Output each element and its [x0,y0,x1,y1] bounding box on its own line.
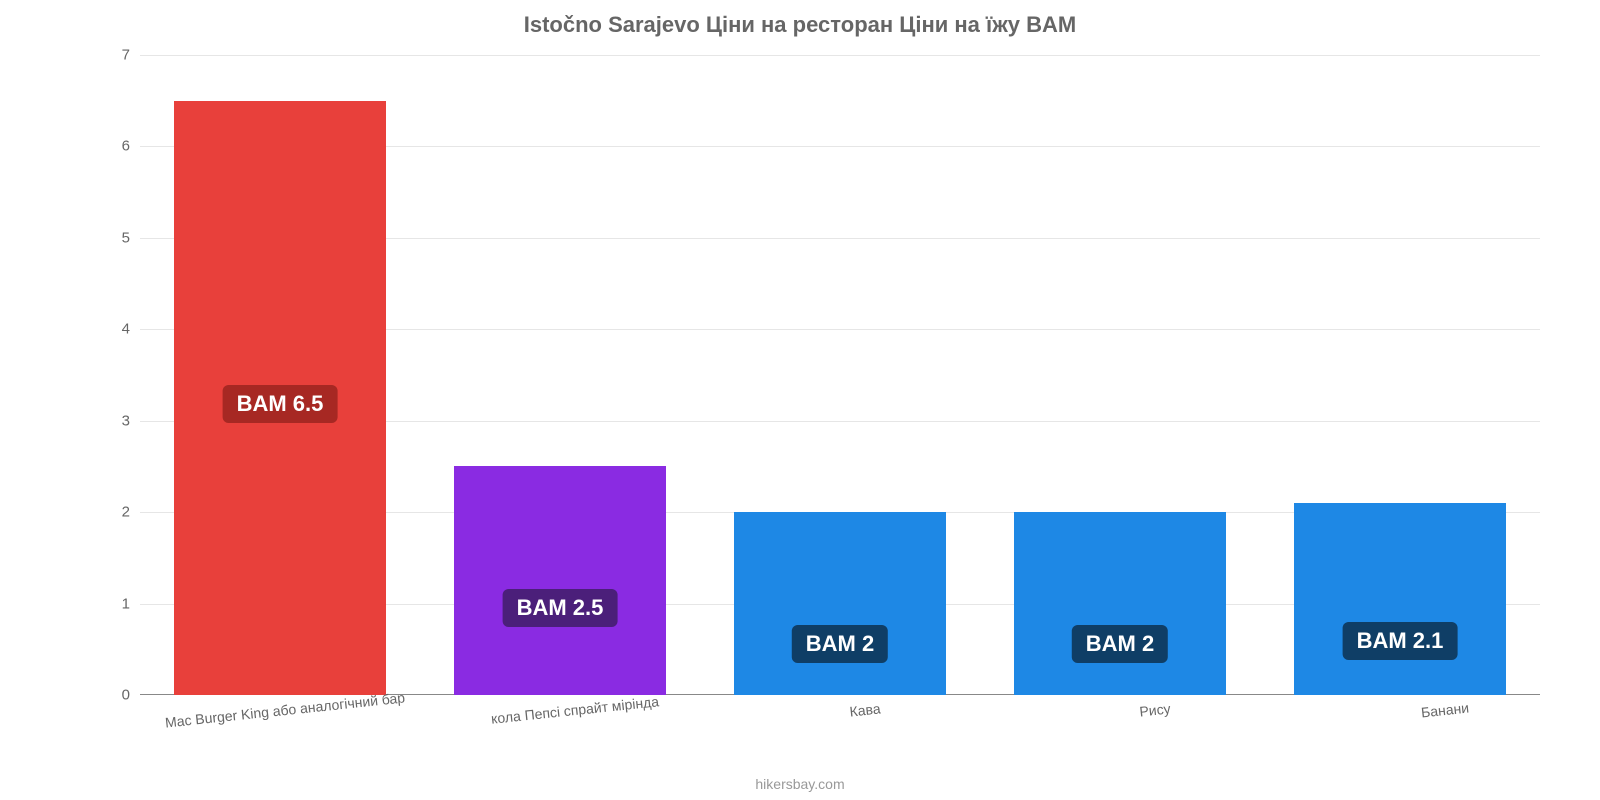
plot-region: BAM 6.5BAM 2.5BAM 2BAM 2BAM 2.1 01234567 [140,55,1540,695]
y-tick-label: 1 [122,595,140,612]
value-badge: BAM 6.5 [223,385,338,423]
bar: BAM 2.1 [1294,503,1507,695]
bar-slot: BAM 2.1 [1260,55,1540,695]
x-label-slot: Банани [1300,698,1590,758]
x-label-slot: кола Пепсі спрайт мірінда [430,698,720,758]
bar-slot: BAM 2 [980,55,1260,695]
bar: BAM 2.5 [454,466,667,695]
value-badge: BAM 2 [1072,625,1168,663]
x-axis-labels: Mac Burger King або аналогічний баркола … [140,698,1590,758]
bars-container: BAM 6.5 BAM 2.5 BAM 2 BAM 2 BAM 2.1 [140,55,1540,695]
bar-slot: BAM 2.5 [420,55,700,695]
value-badge: BAM 2.5 [503,589,618,627]
chart-title: Istočno Sarajevo Ціни на ресторан Ціни н… [0,0,1600,46]
y-tick-label: 5 [122,229,140,246]
chart-area: BAM 6.5BAM 2.5BAM 2BAM 2BAM 2.1 01234567 [100,55,1550,695]
y-tick-label: 3 [122,412,140,429]
y-tick-label: 6 [122,138,140,155]
bar: BAM 2 [734,512,947,695]
y-tick-label: 0 [122,687,140,704]
bar-slot: BAM 2 [700,55,980,695]
value-badge: BAM 2.1 [1343,622,1458,660]
bar-slot: BAM 6.5 [140,55,420,695]
x-label-slot: Mac Burger King або аналогічний бар [140,698,430,758]
x-tick-label: Рису [1139,700,1172,719]
bar: BAM 6.5 [174,101,387,695]
y-tick-label: 7 [122,47,140,64]
x-tick-label: Mac Burger King або аналогічний бар [164,689,405,730]
x-tick-label: Кава [849,700,882,719]
y-tick-label: 4 [122,321,140,338]
bar: BAM 2 [1014,512,1227,695]
x-tick-label: кола Пепсі спрайт мірінда [490,693,659,727]
x-label-slot: Рису [1010,698,1300,758]
attribution-text: hikersbay.com [0,776,1600,792]
y-tick-label: 2 [122,504,140,521]
value-badge: BAM 2 [792,625,888,663]
x-tick-label: Банани [1420,700,1469,721]
x-label-slot: Кава [720,698,1010,758]
